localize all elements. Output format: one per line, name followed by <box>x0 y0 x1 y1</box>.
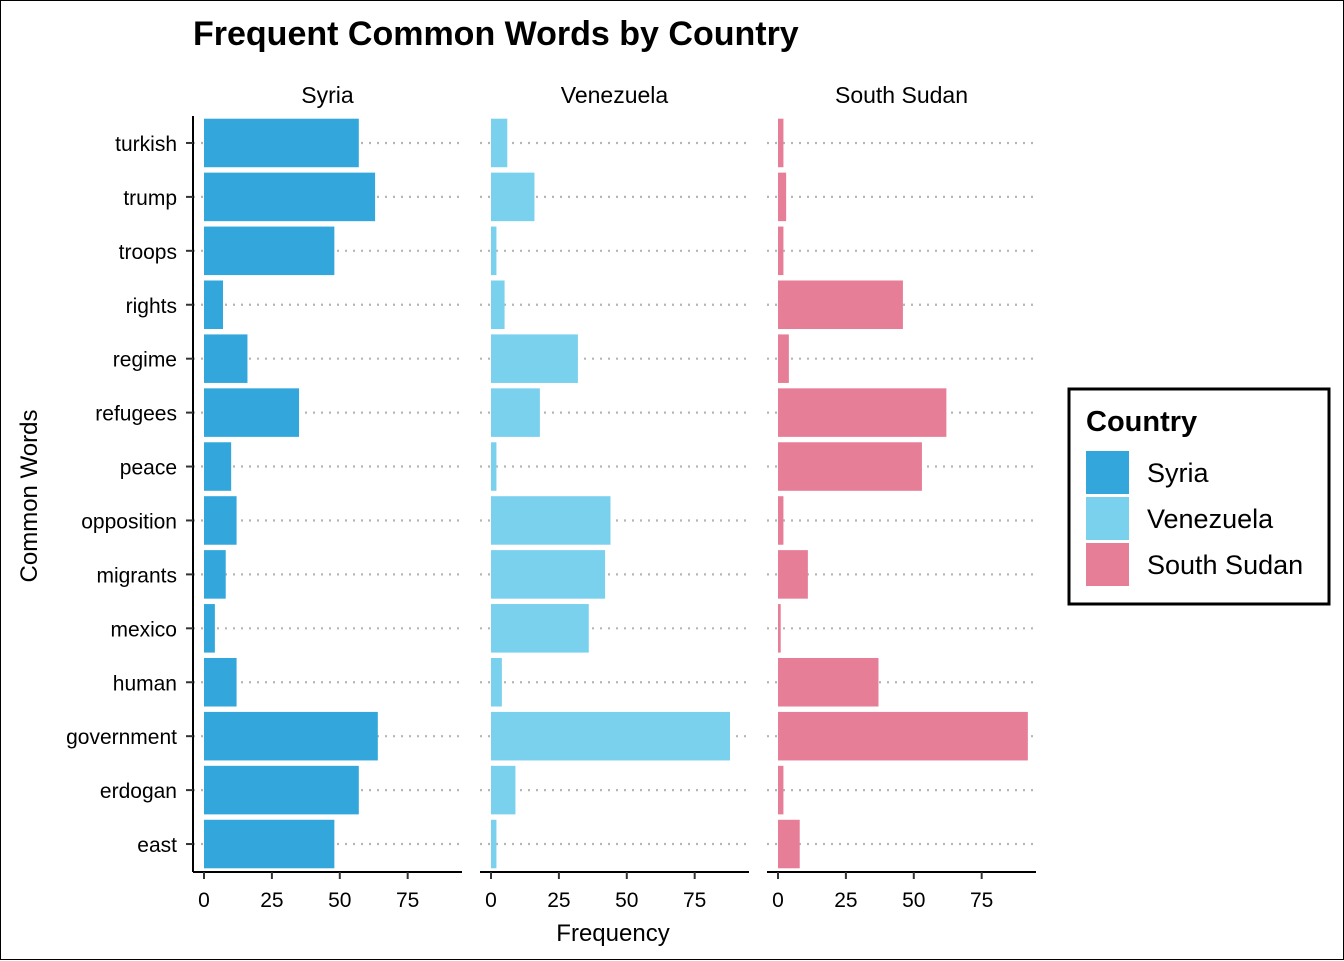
bar-east <box>204 819 335 869</box>
bar-trump <box>491 172 535 222</box>
x-tick-label: 25 <box>260 889 283 912</box>
bar-refugees <box>491 388 540 437</box>
facet-panel-2: South Sudan 0 25 50 75 <box>767 82 1036 912</box>
bar-erdogan <box>491 765 516 815</box>
y-tick-label: east <box>137 834 177 857</box>
legend: Country Syria Venezuela South Sudan <box>1067 387 1331 606</box>
bar-government <box>778 711 1028 761</box>
x-tick-label: 50 <box>902 889 925 912</box>
bar-peace <box>491 442 497 491</box>
bar-east <box>491 819 497 869</box>
y-tick-label: rights <box>126 295 177 318</box>
bar-trump <box>204 172 376 222</box>
bar-migrants <box>204 550 226 599</box>
legend-label: Venezuela <box>1147 504 1274 534</box>
x-tick-label: 75 <box>970 889 993 912</box>
legend-key-1 <box>1086 497 1129 540</box>
x-tick-label: 0 <box>198 889 210 912</box>
bar-opposition <box>491 496 611 545</box>
bar-refugees <box>204 388 300 437</box>
x-tick-label: 0 <box>772 889 784 912</box>
bar-troops <box>491 226 497 276</box>
x-axis-title: Frequency <box>556 920 669 947</box>
legend-key-2 <box>1086 543 1129 586</box>
y-tick-label: troops <box>119 241 177 264</box>
facet-strip-label: Venezuela <box>561 82 669 108</box>
bar-turkish <box>778 118 784 168</box>
x-tick-label: 0 <box>485 889 497 912</box>
bar-migrants <box>491 550 606 599</box>
bar-regime <box>491 334 578 383</box>
bar-regime <box>204 334 248 383</box>
bar-refugees <box>778 388 947 437</box>
y-tick-label: government <box>66 726 177 749</box>
y-axis-title: Common Words <box>16 410 43 583</box>
legend-title: Country <box>1086 406 1197 438</box>
bar-mexico <box>778 604 781 653</box>
bar-human <box>204 657 237 707</box>
x-tick-label: 50 <box>328 889 351 912</box>
bar-migrants <box>778 550 808 599</box>
y-tick-label: regime <box>113 349 177 372</box>
y-tick-label: turkish <box>115 133 177 156</box>
bar-mexico <box>204 604 215 653</box>
bar-government <box>204 711 378 761</box>
facet-strip-label: Syria <box>301 82 354 108</box>
facet-strip-label: South Sudan <box>835 82 968 108</box>
chart-title: Frequent Common Words by Country <box>193 15 799 53</box>
y-tick-label: trump <box>123 187 177 210</box>
x-tick-label: 50 <box>615 889 638 912</box>
y-tick-label: human <box>113 672 177 695</box>
bar-human <box>778 657 879 707</box>
bar-opposition <box>778 496 784 545</box>
facet-panel-0: Syria 0 25 50 75 turkish trump troops rights regi… <box>66 82 462 912</box>
facet-panels: Syria 0 25 50 75 turkish trump troops rights regi… <box>66 82 1036 912</box>
bar-peace <box>204 442 232 491</box>
legend-key-0 <box>1086 451 1129 494</box>
x-tick-label: 75 <box>396 889 419 912</box>
bar-troops <box>204 226 335 276</box>
y-tick-label: erdogan <box>100 780 177 803</box>
bar-turkish <box>491 118 508 168</box>
bar-peace <box>778 442 922 491</box>
y-tick-label: mexico <box>110 618 177 641</box>
y-tick-label: migrants <box>96 564 177 587</box>
bar-rights <box>491 280 505 330</box>
bar-east <box>778 819 800 869</box>
bar-opposition <box>204 496 237 545</box>
legend-label: South Sudan <box>1147 550 1303 580</box>
facet-panel-1: Venezuela 0 25 50 75 <box>480 82 749 912</box>
bar-human <box>491 657 502 707</box>
bar-rights <box>204 280 224 330</box>
bar-troops <box>778 226 784 276</box>
bar-regime <box>778 334 789 383</box>
x-tick-label: 25 <box>547 889 570 912</box>
y-tick-label: peace <box>120 457 177 480</box>
legend-label: Syria <box>1147 458 1209 488</box>
y-tick-label: opposition <box>81 510 177 533</box>
bar-turkish <box>204 118 359 168</box>
x-tick-label: 75 <box>683 889 706 912</box>
bar-trump <box>778 172 787 222</box>
x-tick-label: 25 <box>834 889 857 912</box>
bar-erdogan <box>778 765 784 815</box>
bar-government <box>491 711 730 761</box>
bar-erdogan <box>204 765 359 815</box>
bar-rights <box>778 280 903 330</box>
bar-mexico <box>491 604 589 653</box>
y-tick-label: refugees <box>95 403 177 426</box>
